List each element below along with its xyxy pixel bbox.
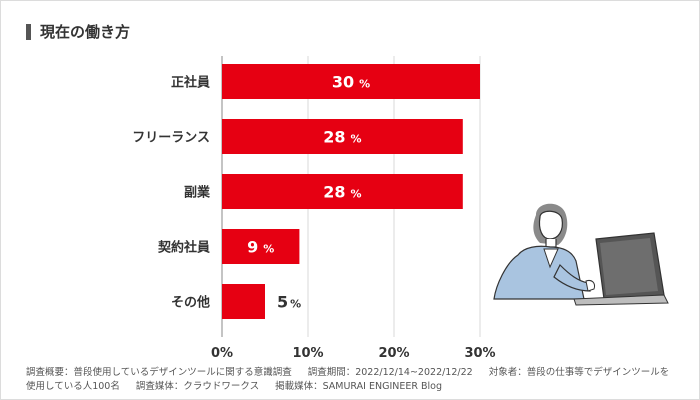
category-label: フリーランス xyxy=(132,131,210,146)
footnote-survey-period: 調査期間：2022/12/14~2022/12/22 xyxy=(307,367,473,378)
value-label: 30% xyxy=(332,73,370,92)
footnote-survey-medium: 調査媒体：クラウドワークス xyxy=(135,381,260,392)
value-label: 28% xyxy=(323,183,361,202)
chart-title: 現在の働き方 xyxy=(40,23,131,41)
bar xyxy=(222,284,265,319)
footnote-subjects: 対象者：普段の仕事等でデザインツールを使用している人100名 xyxy=(26,367,670,392)
bar xyxy=(222,229,300,264)
woman-at-laptop-illustration xyxy=(493,203,669,306)
value-label: 5% xyxy=(277,293,301,312)
category-label: 契約社員 xyxy=(157,240,210,256)
survey-footnote: 調査概要：普段使用しているデザインツールに関する意識調査 調査期間：2022/12… xyxy=(26,366,676,394)
bar xyxy=(222,174,463,209)
x-tick-label: 30% xyxy=(464,346,495,361)
bar xyxy=(222,64,480,99)
bar xyxy=(222,119,463,154)
x-tick-label: 0% xyxy=(211,346,233,361)
x-tick-label: 20% xyxy=(378,346,409,361)
footnote-publication: 掲載媒体：SAMURAI ENGINEER Blog xyxy=(275,381,442,392)
footnote-survey-overview: 調査概要：普段使用しているデザインツールに関する意識調査 xyxy=(26,367,292,378)
title-accent-bar xyxy=(26,24,31,40)
category-label: 正社員 xyxy=(171,75,210,91)
value-label: 9% xyxy=(247,238,274,257)
value-label: 28% xyxy=(323,128,361,147)
category-label: その他 xyxy=(171,295,210,311)
x-tick-label: 10% xyxy=(292,346,323,361)
category-label: 副業 xyxy=(184,185,211,201)
